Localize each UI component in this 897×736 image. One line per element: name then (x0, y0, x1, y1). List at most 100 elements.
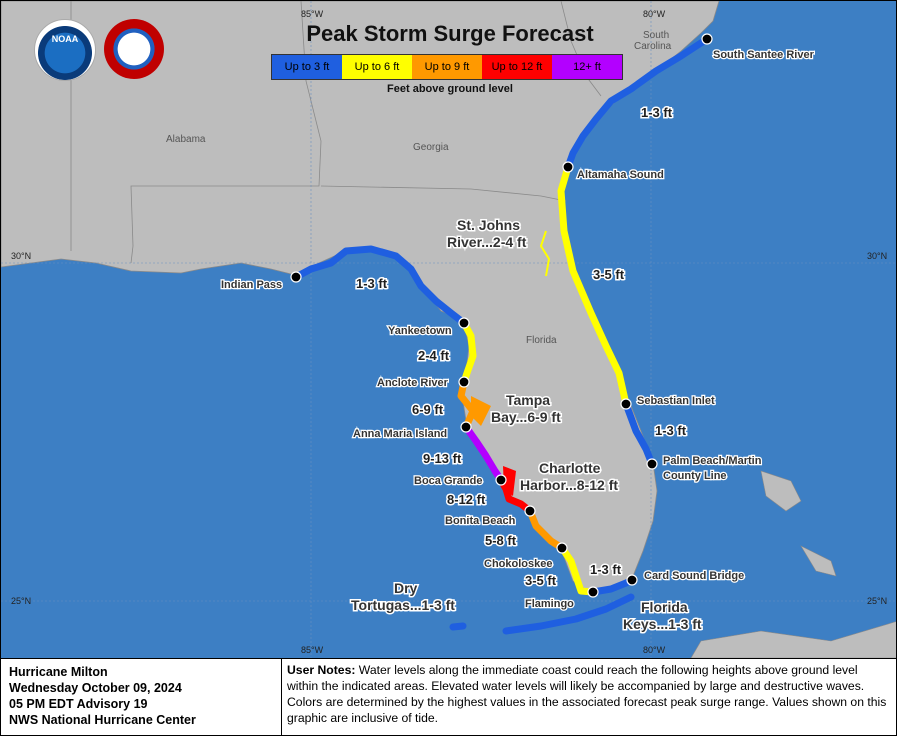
legend-item-up-to-12: Up to 12 ft (482, 55, 552, 79)
advisory-date: Wednesday October 09, 2024 (9, 681, 182, 695)
state-georgia: Georgia (413, 142, 449, 153)
graticule (1, 1, 896, 658)
point-anclote (458, 376, 470, 388)
nws-logo-text: NATIONAL WEATHER SERVICE (121, 43, 147, 61)
noaa-logo: NOAA (34, 19, 96, 81)
segment-florida-keys (502, 593, 635, 635)
st-johns-surge (539, 230, 551, 277)
segment-label-2: 3-5 ft (593, 267, 625, 282)
map-title: Peak Storm Surge Forecast (306, 21, 594, 46)
lat-30-right: 30°N (867, 251, 887, 261)
label-altamaha: Altamaha Sound (577, 169, 664, 181)
user-notes: User Notes: Water levels along the immed… (287, 662, 887, 726)
point-bonita (524, 505, 536, 517)
point-flamingo (587, 586, 599, 598)
lat-25-left: 25°N (11, 596, 31, 606)
label-indian-pass: Indian Pass (221, 279, 282, 291)
segment-anclote-annamaria (457, 378, 477, 431)
state-borders (70, 1, 602, 264)
label-flamingo: Flamingo (525, 598, 574, 610)
segment-sebastian-palmbeach (622, 400, 656, 468)
point-chokoloskee (556, 542, 568, 554)
segment-label-8: 8-12 ft (447, 492, 486, 507)
noaa-logo-text: NOAA (51, 34, 79, 44)
segment-label-9: 5-8 ft (485, 533, 517, 548)
point-yankeetown (458, 317, 470, 329)
segment-dry-tortugas (449, 622, 467, 631)
area-tampa-2: Bay...6-9 ft (491, 409, 561, 425)
label-chokoloskee: Chokoloskee (484, 558, 552, 570)
lon-80-top: 80°W (643, 9, 666, 19)
state-florida: Florida (526, 335, 557, 346)
tampa-bay-surge (471, 396, 491, 426)
point-boca-grande (495, 474, 507, 486)
label-anclote: Anclote River (377, 377, 449, 389)
segment-south-santee-altamaha (564, 35, 711, 171)
segment-label-1: 1-3 ft (641, 105, 673, 120)
label-boca-grande: Boca Grande (414, 475, 482, 487)
lat-25-right: 25°N (867, 596, 887, 606)
area-st-johns-2: River...2-4 ft (447, 234, 527, 250)
map-canvas: 85°W 80°W 85°W 80°W 30°N 30°N 25°N 25°N … (1, 1, 896, 658)
legend-item-up-to-3: Up to 3 ft (272, 55, 342, 79)
point-south-santee (701, 33, 713, 45)
lat-30-left: 30°N (11, 251, 31, 261)
label-bonita: Bonita Beach (445, 515, 516, 527)
lon-80-bottom: 80°W (643, 645, 666, 655)
area-tampa-1: Tampa (506, 392, 550, 408)
segment-label-11: 1-3 ft (590, 562, 622, 577)
area-keys-1: Florida (641, 599, 688, 615)
state-sc-1: South (643, 30, 669, 41)
lon-85-bottom: 85°W (301, 645, 324, 655)
segment-altamaha-sebastian (557, 163, 630, 408)
storm-name: Hurricane Milton (9, 665, 108, 679)
area-dry-2: Tortugas...1-3 ft (351, 597, 455, 613)
point-card-sound (626, 574, 638, 586)
footer: Hurricane Milton Wednesday October 09, 2… (1, 658, 896, 735)
charlotte-harbor-surge (503, 466, 516, 496)
lon-85-top: 85°W (301, 9, 324, 19)
point-sebastian (620, 398, 632, 410)
area-dry-1: Dry (394, 580, 418, 596)
segment-label-6: 6-9 ft (412, 402, 444, 417)
area-charlotte-2: Harbor...8-12 ft (520, 477, 618, 493)
label-card-sound: Card Sound Bridge (644, 570, 744, 582)
user-notes-label: User Notes: (287, 663, 356, 677)
point-palm-beach (646, 458, 658, 470)
issuing-center: NWS National Hurricane Center (9, 713, 196, 727)
user-notes-text: Water levels along the immediate coast c… (287, 663, 887, 725)
state-sc-2: Carolina (634, 41, 672, 52)
forecast-points (290, 33, 713, 598)
area-st-johns-1: St. Johns (457, 217, 520, 233)
area-keys-2: Keys...1-3 ft (623, 616, 702, 632)
area-charlotte-1: Charlotte (539, 460, 601, 476)
label-palm-beach-2: County Line (663, 470, 727, 482)
segment-label-10: 3-5 ft (525, 573, 557, 588)
legend-item-12-plus: 12+ ft (552, 55, 622, 79)
advisory-number: 05 PM EDT Advisory 19 (9, 697, 148, 711)
footer-divider (281, 659, 282, 735)
segment-annamaria-bocagrande (462, 423, 505, 484)
bahamas (690, 470, 896, 658)
advisory-info: Hurricane Milton Wednesday October 09, 2… (9, 664, 274, 728)
legend-item-up-to-9: Up to 9 ft (412, 55, 482, 79)
segment-label-5: 2-4 ft (418, 348, 450, 363)
label-south-santee: South Santee River (713, 49, 815, 61)
legend: Up to 3 ft Up to 6 ft Up to 9 ft Up to 1… (271, 54, 623, 80)
segment-label-7: 9-13 ft (423, 451, 462, 466)
segment-label-3: 1-3 ft (655, 423, 687, 438)
label-sebastian: Sebastian Inlet (637, 395, 715, 407)
legend-caption: Feet above ground level (387, 83, 513, 95)
segment-label-4: 1-3 ft (356, 276, 388, 291)
label-palm-beach-1: Palm Beach/Martin (663, 455, 762, 467)
label-anna-maria: Anna Maria Island (353, 428, 447, 440)
segment-chokoloskee-flamingo (558, 544, 597, 596)
legend-item-up-to-6: Up to 6 ft (342, 55, 412, 79)
state-alabama: Alabama (166, 134, 206, 145)
segment-bonita-chokoloskee (526, 507, 566, 552)
point-indian-pass (290, 271, 302, 283)
point-anna-maria (460, 421, 472, 433)
point-altamaha (562, 161, 574, 173)
nws-logo: NATIONAL WEATHER SERVICE (104, 19, 164, 79)
segment-indian-pass-yankeetown (292, 245, 468, 327)
